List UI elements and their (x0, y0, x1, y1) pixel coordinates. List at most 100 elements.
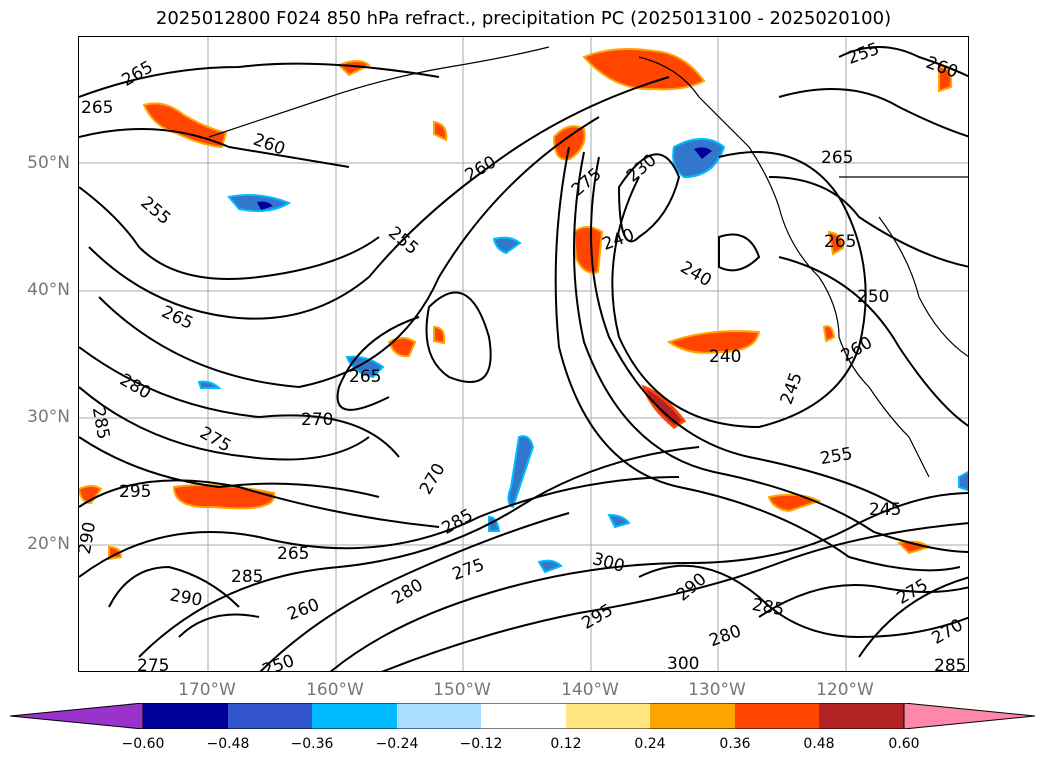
contour-label: 275 (450, 555, 487, 585)
contour-label: 240 (709, 347, 741, 367)
contour-label: 300 (590, 549, 627, 577)
colorbar-segment (481, 703, 566, 729)
contour-label: 285 (439, 505, 477, 539)
colorbar-segment (819, 703, 904, 729)
precip-patch (822, 325, 836, 343)
contour-label: 275 (568, 164, 606, 200)
lon-label-130w: 130°W (688, 680, 746, 700)
contour-label: 255 (137, 193, 175, 229)
contour-label: 250 (857, 287, 889, 307)
map-panel: 265 265 260 255 260 255 275 230 240 240 … (78, 36, 969, 672)
colorbar-tick-label: −0.12 (459, 736, 503, 752)
contour-label: 300 (667, 654, 699, 672)
precip-patch (552, 125, 586, 161)
colorbar-segment (312, 703, 397, 729)
colorbar-segment (735, 703, 819, 729)
colorbar-tick-label: −0.24 (375, 736, 419, 752)
lat-label-20n: 20°N (27, 534, 70, 554)
precip-patch (958, 470, 968, 492)
contour-label: 265 (158, 302, 196, 334)
precip-patch (767, 493, 822, 513)
contour-label: 245 (777, 370, 807, 407)
contour-label: 275 (137, 656, 169, 672)
map-canvas: 265 265 260 255 260 255 275 230 240 240 … (79, 37, 968, 672)
contour-label: 280 (707, 621, 744, 651)
precip-patch (345, 355, 385, 379)
contour-label: 260 (285, 595, 322, 625)
colorbar-segment (397, 703, 481, 729)
colorbar (10, 703, 1036, 729)
precip-patch (433, 325, 446, 345)
contour-label: 295 (119, 482, 151, 502)
contour-label: 295 (579, 600, 617, 634)
contour-label: 245 (869, 500, 901, 520)
contour-label: 270 (416, 460, 450, 498)
contour-label: 255 (819, 444, 854, 469)
lon-label-150w: 150°W (433, 680, 491, 700)
coastline (208, 46, 968, 478)
contour-label: 265 (824, 232, 856, 252)
lat-label-30n: 30°N (27, 407, 70, 427)
lon-label-160w: 160°W (306, 680, 364, 700)
precip-patch (827, 230, 845, 256)
precip-patch (666, 330, 761, 354)
colorbar-tick-label: 0.24 (634, 736, 666, 752)
contour-label: 260 (838, 333, 876, 367)
graticule (79, 37, 968, 671)
precip-patch (694, 147, 712, 159)
precip-patch (582, 48, 706, 91)
colorbar-tick-label: 0.48 (803, 736, 835, 752)
lat-label-40n: 40°N (27, 280, 70, 300)
precip-patch (507, 435, 535, 509)
contour-label: 290 (79, 520, 100, 555)
contour-label: 285 (88, 406, 113, 441)
precip-patch (938, 65, 953, 93)
colorbar-tick-label: −0.36 (290, 736, 334, 752)
colorbar-segment (566, 703, 650, 729)
lon-label-140w: 140°W (561, 680, 619, 700)
precip-patch (488, 515, 501, 532)
contour-label: 240 (677, 258, 715, 292)
colorbar-segment (650, 703, 735, 729)
contour-label: 255 (845, 39, 882, 69)
precip-patch (197, 380, 222, 389)
lat-label-50n: 50°N (27, 153, 70, 173)
colorbar-segment (143, 703, 228, 729)
lon-label-120w: 120°W (816, 680, 874, 700)
contour-label: 265 (81, 98, 113, 118)
precip-patch (607, 513, 631, 529)
contour-label: 270 (301, 410, 333, 430)
precip-patch (672, 138, 726, 179)
precip-patch (79, 485, 103, 505)
contour-label: 265 (349, 367, 381, 387)
contour-label: 230 (623, 150, 661, 186)
contour-label: 265 (119, 57, 157, 91)
colorbar-tick-label: 0.60 (888, 736, 920, 752)
contour-label: 285 (231, 567, 263, 587)
contour-label: 240 (600, 225, 637, 255)
colorbar-extend-low (10, 703, 144, 729)
map-title: 2025012800 F024 850 hPa refract., precip… (155, 8, 892, 29)
precip-patch (142, 102, 228, 149)
colorbar-tick-label: 0.36 (719, 736, 751, 752)
colorbar-tick-label: −0.48 (206, 736, 250, 752)
precip-patch (172, 484, 276, 510)
contour-label: 260 (923, 53, 960, 83)
colorbar-tick-label: −0.60 (121, 736, 165, 752)
contour-label: 260 (462, 152, 500, 186)
contour-label: 285 (750, 595, 785, 620)
contour-label: 260 (250, 130, 287, 160)
contour-label: 290 (673, 569, 711, 605)
contour-label: 265 (821, 148, 853, 168)
contour-label: 265 (277, 544, 309, 564)
precip-patch (257, 201, 273, 210)
contour-label: 285 (934, 656, 966, 672)
lon-label-170w: 170°W (178, 680, 236, 700)
colorbar-segment (228, 703, 312, 729)
precip-patch (537, 559, 563, 574)
precipitation-patches (79, 48, 968, 574)
colorbar-tick-label: 0.12 (550, 736, 582, 752)
precip-patch (492, 236, 522, 255)
colorbar-extend-high (903, 703, 1036, 729)
precip-patch (433, 120, 448, 142)
